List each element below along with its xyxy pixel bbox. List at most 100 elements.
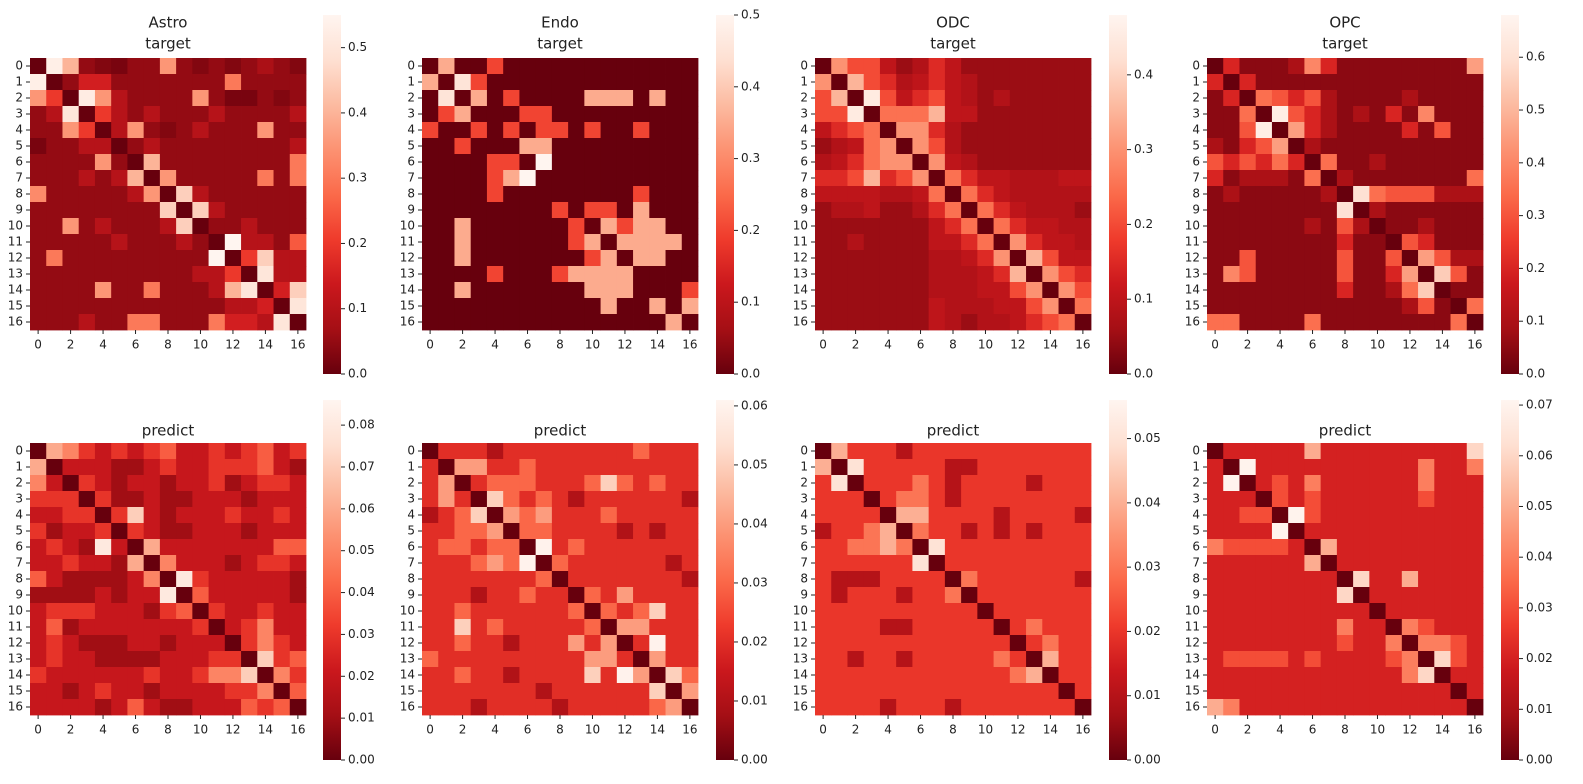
heatmap-cell xyxy=(944,475,962,492)
heatmap-cell xyxy=(62,491,80,508)
heatmap-cell xyxy=(486,491,504,508)
heatmap-cell xyxy=(1401,90,1419,107)
heatmap-cell xyxy=(438,619,455,636)
heatmap-cell xyxy=(944,314,962,331)
heatmap-cell xyxy=(1058,186,1076,203)
heatmap-cell xyxy=(1026,443,1043,460)
heatmap-cell xyxy=(815,282,832,299)
heatmap-cell xyxy=(681,523,699,540)
heatmap-cell xyxy=(896,603,913,620)
x-tick-label: 8 xyxy=(556,723,564,737)
heatmap-cell xyxy=(1401,186,1419,203)
heatmap-cell xyxy=(1401,571,1419,588)
heatmap-cell xyxy=(470,683,488,700)
heatmap-cell xyxy=(1009,443,1027,460)
heatmap-cell xyxy=(1207,106,1224,123)
x-tick-label: 8 xyxy=(164,723,172,737)
heatmap-cell xyxy=(1239,202,1257,219)
heatmap-cell xyxy=(289,122,307,139)
heatmap-cell xyxy=(896,106,913,123)
heatmap-cell xyxy=(584,138,601,155)
heatmap-cell xyxy=(863,138,881,155)
heatmap-cell xyxy=(847,555,865,572)
heatmap-cell xyxy=(568,154,585,171)
heatmap-cell xyxy=(1271,667,1289,684)
heatmap-cell xyxy=(863,491,881,508)
heatmap-cell xyxy=(1026,314,1043,331)
y-tick-label: 4 xyxy=(15,123,23,137)
heatmap-cell xyxy=(224,186,242,203)
heatmap-cell xyxy=(831,443,848,460)
heatmap-cell xyxy=(127,314,145,331)
y-tick-label: 0 xyxy=(800,444,808,458)
heatmap-cell xyxy=(896,58,913,75)
heatmap-cell xyxy=(1385,587,1403,604)
heatmap-cell xyxy=(111,282,128,299)
heatmap-cell xyxy=(815,218,832,235)
heatmap-cell xyxy=(1009,138,1027,155)
heatmap-cell xyxy=(584,539,601,556)
heatmap-cell xyxy=(192,314,209,331)
heatmap-cell xyxy=(143,443,161,460)
x-tick-label: 14 xyxy=(1043,338,1058,352)
heatmap-cell xyxy=(1074,587,1092,604)
y-tick-label: 9 xyxy=(15,588,23,602)
heatmap-cell xyxy=(224,74,242,91)
heatmap-cell xyxy=(1009,250,1027,267)
heatmap-cell xyxy=(1223,266,1240,283)
y-tick-label: 15 xyxy=(1185,299,1200,313)
heatmap-cell xyxy=(454,459,472,476)
heatmap-cell xyxy=(928,154,946,171)
heatmap-cell xyxy=(665,202,683,219)
heatmap-cell xyxy=(192,587,209,604)
heatmap-cell xyxy=(1255,683,1273,700)
heatmap-cell xyxy=(847,218,865,235)
heatmap-cell xyxy=(62,266,80,283)
heatmap-cell xyxy=(46,218,63,235)
heatmap-cell xyxy=(1074,298,1092,315)
heatmap-cell xyxy=(1434,170,1451,187)
heatmap-cell xyxy=(224,507,242,524)
heatmap-cell xyxy=(273,587,291,604)
heatmap-cell xyxy=(1207,266,1224,283)
heatmap-cell xyxy=(470,587,488,604)
heatmap-cell xyxy=(143,266,161,283)
heatmap-cell xyxy=(815,667,832,684)
y-tick-label: 3 xyxy=(15,492,23,506)
heatmap-cell xyxy=(863,106,881,123)
heatmap-cell xyxy=(62,282,80,299)
heatmap-cell xyxy=(649,635,666,652)
heatmap-cell xyxy=(454,683,472,700)
heatmap-cell xyxy=(159,587,177,604)
heatmap-cell xyxy=(470,539,488,556)
heatmap-cell xyxy=(208,475,226,492)
heatmap-cell xyxy=(665,186,683,203)
heatmap-cell xyxy=(928,250,946,267)
heatmap-cell xyxy=(1207,555,1224,572)
heatmap-cell xyxy=(993,106,1011,123)
heatmap-cell xyxy=(1074,234,1092,251)
heatmap-cell xyxy=(600,170,618,187)
heatmap-cell xyxy=(1304,443,1322,460)
heatmap-cell xyxy=(127,587,145,604)
x-tick-label: 16 xyxy=(1467,723,1482,737)
heatmap-cell xyxy=(944,58,962,75)
heatmap-cell xyxy=(1255,555,1273,572)
heatmap-cell xyxy=(831,459,848,476)
heatmap-cell xyxy=(1369,587,1386,604)
y-tick-label: 16 xyxy=(793,315,808,329)
heatmap-cell xyxy=(62,138,80,155)
heatmap-cell xyxy=(224,475,242,492)
heatmap-cell xyxy=(1288,491,1305,508)
heatmap-cell xyxy=(1304,218,1322,235)
heatmap-cell xyxy=(1450,58,1468,75)
heatmap-cell xyxy=(879,587,897,604)
heatmap-cell xyxy=(1401,683,1419,700)
heatmap-cell xyxy=(1450,298,1468,315)
y-tick-label: 13 xyxy=(400,267,415,281)
heatmap-cell xyxy=(928,74,946,91)
heatmap-cell xyxy=(438,106,455,123)
heatmap-cell xyxy=(30,282,47,299)
heatmap-cell xyxy=(257,154,274,171)
heatmap-cell xyxy=(535,459,553,476)
